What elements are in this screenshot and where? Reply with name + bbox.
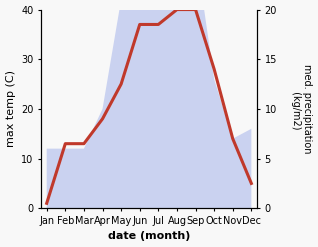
X-axis label: date (month): date (month) — [108, 231, 190, 242]
Y-axis label: med. precipitation
 (kg/m2): med. precipitation (kg/m2) — [291, 64, 313, 154]
Y-axis label: max temp (C): max temp (C) — [5, 70, 16, 147]
